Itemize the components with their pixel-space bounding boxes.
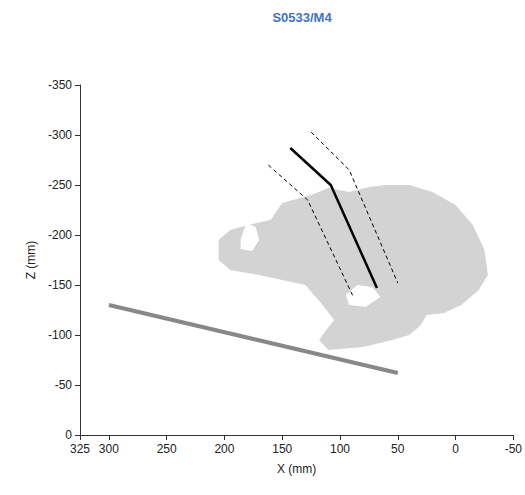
svg-text:300: 300 <box>99 442 119 456</box>
svg-text:150: 150 <box>272 442 292 456</box>
svg-text:50: 50 <box>391 442 405 456</box>
svg-text:-150: -150 <box>48 278 72 292</box>
svg-text:-50: -50 <box>505 442 523 456</box>
svg-text:S0533/M4: S0533/M4 <box>272 10 332 25</box>
svg-text:-100: -100 <box>48 328 72 342</box>
svg-text:100: 100 <box>330 442 350 456</box>
svg-text:200: 200 <box>214 442 234 456</box>
svg-text:-300: -300 <box>48 128 72 142</box>
svg-text:-350: -350 <box>48 78 72 92</box>
svg-text:-200: -200 <box>48 228 72 242</box>
svg-text:X (mm): X (mm) <box>277 462 316 476</box>
svg-text:0: 0 <box>452 442 459 456</box>
svg-text:Z (mm): Z (mm) <box>24 241 38 280</box>
svg-text:0: 0 <box>65 428 72 442</box>
svg-text:-250: -250 <box>48 178 72 192</box>
svg-text:-50: -50 <box>55 378 73 392</box>
svg-text:325: 325 <box>70 442 90 456</box>
svg-text:250: 250 <box>157 442 177 456</box>
